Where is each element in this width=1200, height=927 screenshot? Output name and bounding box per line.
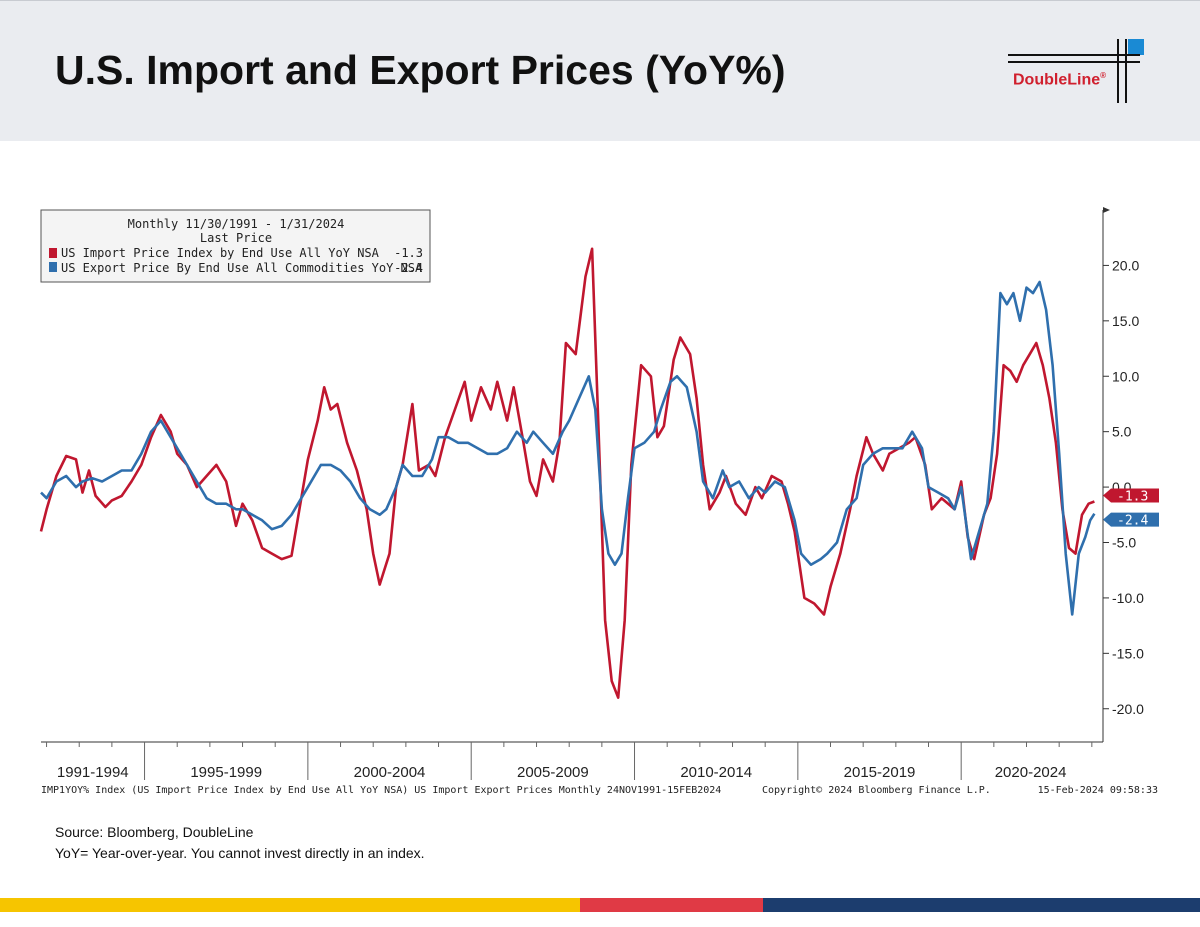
last-value-tag-label: -1.3 bbox=[1117, 489, 1148, 504]
chart-axes: 20.015.010.05.00.0-5.0-10.0-15.0-20.0199… bbox=[41, 207, 1144, 781]
legend-last-price-header: Last Price bbox=[200, 231, 272, 245]
chart: 20.015.010.05.00.0-5.0-10.0-15.0-20.0199… bbox=[39, 207, 1159, 796]
footer-copyright: Copyright© 2024 Bloomberg Finance L.P. bbox=[762, 785, 991, 796]
last-value-tag-shape bbox=[1103, 488, 1159, 503]
source-note: Source: Bloomberg, DoubleLine YoY= Year-… bbox=[55, 822, 425, 864]
legend-export-label: US Export Price By End Use All Commoditi… bbox=[61, 261, 423, 275]
last-value-tag-label: -2.4 bbox=[1117, 514, 1148, 529]
x-category-label: 2000-2004 bbox=[354, 764, 426, 781]
y-tick-label: -15.0 bbox=[1112, 645, 1144, 661]
last-value-tag-shape bbox=[1103, 512, 1159, 527]
footer-stripe bbox=[0, 898, 1200, 912]
doubleline-logo bbox=[1008, 39, 1144, 103]
logo-text: DoubleLine® bbox=[1013, 71, 1107, 89]
chart-legend: Monthly 11/30/1991 - 1/31/2024 Last Pric… bbox=[40, 209, 431, 283]
import-series-line bbox=[39, 247, 1095, 699]
x-category-label: 2010-2014 bbox=[680, 764, 752, 781]
stripe-yellow bbox=[0, 898, 580, 912]
y-tick-label: 5.0 bbox=[1112, 424, 1132, 440]
export-series-line bbox=[40, 280, 1096, 616]
y-tick-label: 15.0 bbox=[1112, 313, 1139, 329]
y-tick-label: -10.0 bbox=[1112, 590, 1144, 606]
legend-import-swatch bbox=[49, 248, 57, 258]
export-last-value-tag: -2.4 bbox=[1103, 512, 1159, 529]
series-lines bbox=[39, 247, 1096, 699]
footer-index-description: IMP1YOY% Index (US Import Price Index by… bbox=[41, 785, 721, 796]
y-tick-label: 10.0 bbox=[1112, 368, 1139, 384]
logo-blue-square bbox=[1128, 39, 1144, 55]
legend-export-last: -2.4 bbox=[394, 261, 423, 275]
header-band: U.S. Import and Export Prices (YoY%) Dou… bbox=[0, 0, 1200, 141]
stripe-navy bbox=[763, 898, 1200, 912]
y-tick-label: -20.0 bbox=[1112, 701, 1144, 717]
source-line: Source: Bloomberg, DoubleLine bbox=[55, 824, 254, 840]
stripe-red bbox=[580, 898, 763, 912]
y-tick-label: 20.0 bbox=[1112, 257, 1139, 273]
legend-period: Monthly 11/30/1991 - 1/31/2024 bbox=[128, 217, 345, 231]
x-category-label: 2020-2024 bbox=[995, 764, 1067, 781]
footer-timestamp: 15-Feb-2024 09:58:33 bbox=[1038, 785, 1158, 796]
legend-import-last: -1.3 bbox=[394, 246, 423, 260]
chart-footer-line: IMP1YOY% Index (US Import Price Index by… bbox=[41, 785, 1158, 796]
import-last-value-tag: -1.3 bbox=[1103, 488, 1159, 504]
disclaimer-line: YoY= Year-over-year. You cannot invest d… bbox=[55, 845, 425, 861]
x-category-label: 1991-1994 bbox=[57, 764, 129, 781]
y-axis-top-marker bbox=[1103, 207, 1110, 213]
page-title: U.S. Import and Export Prices (YoY%) bbox=[55, 47, 786, 93]
x-category-label: 2005-2009 bbox=[517, 764, 589, 781]
y-tick-label: -5.0 bbox=[1112, 535, 1136, 551]
legend-import-label: US Import Price Index by End Use All YoY… bbox=[61, 246, 380, 260]
x-category-label: 2015-2019 bbox=[844, 764, 916, 781]
last-value-tags: -1.3 -2.4 bbox=[1103, 488, 1159, 529]
legend-export-swatch bbox=[49, 262, 57, 272]
x-category-label: 1995-1999 bbox=[190, 764, 262, 781]
